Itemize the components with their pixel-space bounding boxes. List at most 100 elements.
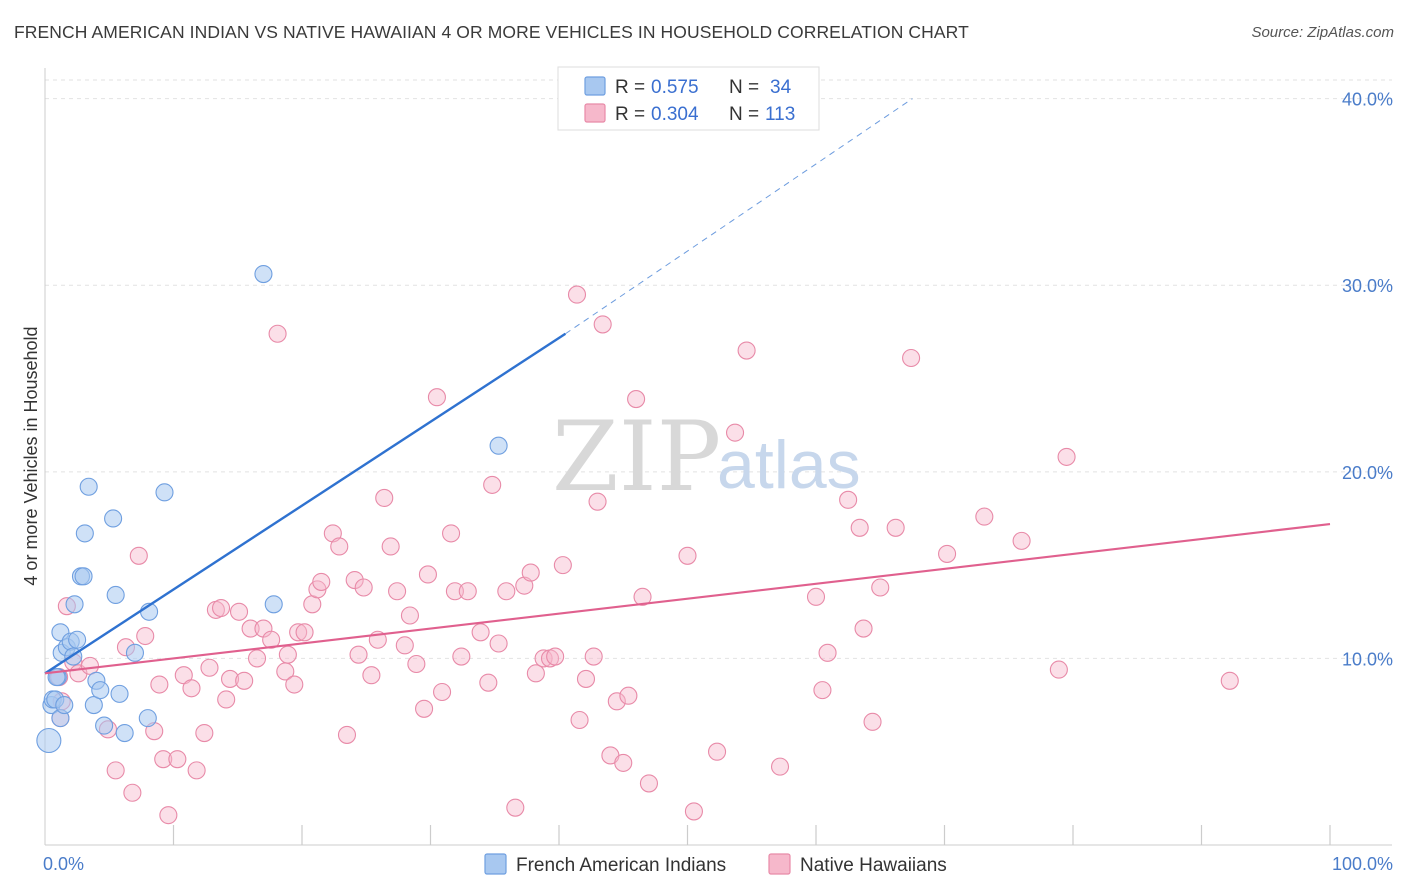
french-american-indians-point-31 — [264, 595, 283, 614]
french-american-indians-trend-line — [44, 332, 567, 675]
native-hawaiians-point-15 — [154, 750, 173, 769]
native-hawaiians-point-106 — [938, 544, 957, 563]
legend-n-value-2: 113 — [765, 104, 795, 125]
correlation-legend: R = 0.575 N = 34 R = 0.304 N = 113 — [557, 66, 820, 131]
legend-r-value-1: 0.575 — [651, 77, 699, 98]
native-hawaiians-point-50 — [375, 488, 394, 508]
axes — [44, 68, 1392, 846]
legend-n-value-1: 34 — [770, 77, 792, 98]
french-american-indians-point-22 — [104, 509, 123, 528]
native-hawaiians-point-55 — [407, 654, 426, 674]
native-hawaiians-point-47 — [354, 578, 373, 597]
french-american-indians-point-8 — [55, 696, 74, 715]
y-tick-label-10: 10.0% — [1342, 649, 1393, 669]
native-hawaiians-point-44 — [337, 725, 357, 744]
french-american-indians-point-17 — [79, 477, 98, 496]
native-hawaiians-point-60 — [442, 524, 461, 543]
native-hawaiians-point-84 — [607, 692, 626, 711]
native-hawaiians-point-52 — [388, 582, 407, 601]
trend-lines — [44, 98, 1331, 675]
legend-swatch-pink — [584, 103, 606, 123]
native-hawaiians-point-99 — [839, 490, 858, 509]
native-hawaiians-point-110 — [1057, 447, 1076, 466]
native-hawaiians-point-62 — [452, 647, 471, 666]
native-hawaiians-point-70 — [515, 576, 534, 595]
native-hawaiians-point-11 — [129, 546, 148, 565]
native-hawaiians-point-33 — [268, 324, 287, 343]
native-hawaiians-point-30 — [247, 649, 267, 668]
native-hawaiians-point-98 — [818, 643, 837, 662]
native-hawaiians-point-25 — [217, 690, 236, 709]
legend-r-label-2: R = — [615, 104, 645, 125]
native-hawaiians-point-69 — [506, 798, 525, 817]
native-hawaiians-point-59 — [433, 682, 452, 702]
x-tick-label-0: 0.0% — [43, 854, 84, 874]
native-hawaiians-point-103 — [871, 578, 890, 597]
native-hawaiians-point-81 — [588, 492, 607, 511]
native-hawaiians-point-104 — [886, 518, 905, 537]
native-hawaiians-point-26 — [220, 669, 240, 688]
native-hawaiians-point-65 — [479, 673, 498, 692]
native-hawaiians-point-67 — [489, 634, 508, 653]
native-hawaiians-points — [50, 285, 1239, 825]
legend-n-label-1: N = — [729, 77, 759, 98]
native-hawaiians-point-32 — [262, 630, 281, 649]
watermark: ZIP atlas — [552, 401, 861, 513]
native-hawaiians-point-57 — [418, 565, 437, 584]
native-hawaiians-point-36 — [285, 675, 304, 694]
legend-n-label-2: N = — [729, 104, 759, 125]
native-hawaiians-point-105 — [902, 348, 921, 368]
native-hawaiians-point-22 — [200, 658, 219, 677]
native-hawaiians-point-82 — [593, 315, 612, 334]
native-hawaiians-point-89 — [639, 774, 659, 793]
native-hawaiians-point-92 — [708, 742, 727, 761]
french-american-indians-point-30 — [254, 264, 273, 284]
watermark-atlas: atlas — [717, 427, 861, 503]
native-hawaiians-point-96 — [806, 587, 826, 606]
chart-source: Source: ZipAtlas.com — [1251, 24, 1394, 41]
native-hawaiians-point-63 — [458, 582, 477, 601]
native-hawaiians-point-75 — [546, 647, 565, 666]
native-hawaiians-point-54 — [400, 606, 419, 625]
native-hawaiians-point-78 — [570, 710, 589, 730]
series-legend-swatch-pink — [768, 853, 791, 875]
native-hawaiians-point-97 — [813, 681, 832, 700]
series-legend-label-native-hawaiians: Native Hawaiians — [800, 855, 947, 876]
native-hawaiians-point-87 — [627, 390, 646, 409]
native-hawaiians-point-109 — [1049, 660, 1068, 679]
y-tick-label-30: 30.0% — [1342, 276, 1393, 296]
native-hawaiians-point-86 — [619, 686, 638, 705]
native-hawaiians-point-27 — [229, 602, 249, 621]
french-american-indians-point-24 — [110, 684, 129, 703]
native-hawaiians-point-93 — [725, 423, 745, 442]
native-hawaiians-point-48 — [362, 666, 381, 685]
native-hawaiians-point-88 — [633, 587, 652, 606]
grid-lines — [45, 79, 1392, 659]
french-american-indians-point-26 — [125, 643, 144, 662]
native-hawaiians-point-8 — [106, 761, 125, 780]
native-hawaiians-point-21 — [195, 723, 214, 743]
native-hawaiians-point-64 — [471, 623, 490, 642]
series-legend-label-french-american-indians: French American Indians — [516, 855, 726, 876]
chart-title: FRENCH AMERICAN INDIAN VS NATIVE HAWAIIA… — [14, 22, 969, 42]
native-hawaiians-point-85 — [614, 753, 633, 772]
native-hawaiians-point-14 — [150, 675, 169, 694]
y-tick-label-20: 20.0% — [1342, 463, 1393, 483]
native-hawaiians-point-77 — [567, 285, 587, 304]
french-american-indians-trend-extension — [565, 98, 913, 335]
native-hawaiians-point-6 — [80, 656, 100, 675]
french-american-indians-point-29 — [155, 483, 174, 502]
y-tick-label-40: 40.0% — [1342, 90, 1393, 110]
native-hawaiians-point-35 — [278, 645, 297, 664]
native-hawaiians-point-16 — [159, 806, 178, 825]
native-hawaiians-point-42 — [323, 524, 342, 543]
french-american-indians-point-25 — [115, 723, 134, 743]
native-hawaiians-point-101 — [854, 619, 873, 638]
native-hawaiians-point-58 — [427, 388, 446, 407]
y-axis-label: 4 or more Vehicles in Household — [21, 326, 41, 585]
native-hawaiians-point-45 — [345, 570, 364, 590]
series-legend-swatch-blue — [484, 853, 507, 875]
native-hawaiians-point-19 — [182, 679, 201, 698]
native-hawaiians-point-43 — [330, 537, 349, 556]
